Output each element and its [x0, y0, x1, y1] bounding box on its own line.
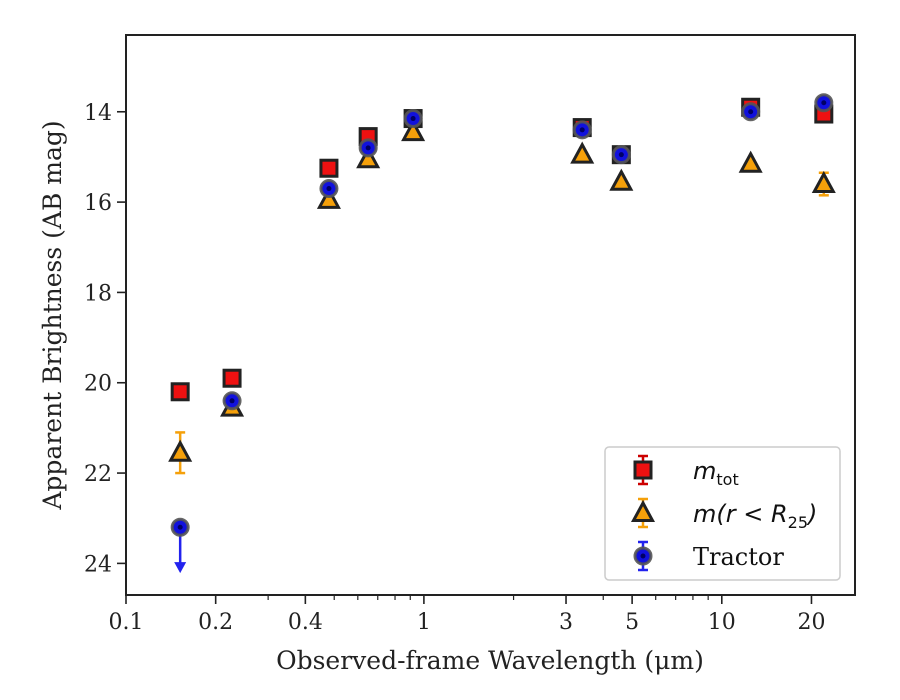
legend: mtot m(r < R25) Tractor [604, 446, 841, 581]
mr25-point [811, 170, 836, 194]
tractor-point-center [821, 100, 827, 106]
tractor-point-center [229, 398, 235, 404]
legend-label-mr25: m(r < R25) [693, 500, 817, 532]
x-tick-label: 3 [559, 610, 573, 635]
axes-frame [125, 34, 856, 596]
y-tick-label: 20 [84, 372, 112, 397]
tractor-point-center [326, 186, 332, 192]
mr25-point [168, 439, 193, 462]
tractor-point-center [365, 145, 371, 151]
series-mr25 [168, 118, 836, 475]
tractor-point-center [618, 152, 624, 158]
x-tick-label: 0.1 [109, 610, 144, 635]
x-tick-label: 0.2 [198, 610, 233, 635]
y-axis-label: Apparent Brightness (AB mag) [38, 120, 67, 510]
tractor-point-center [579, 127, 585, 133]
legend-marker-center [640, 553, 646, 559]
mr25-point [570, 141, 595, 164]
upper-limit-arrowhead [174, 562, 187, 574]
x-axis-ticks: 0.1 0.2 0.4 1 3 5 10 20 [109, 595, 825, 635]
y-tick-label: 16 [84, 191, 112, 216]
legend-box [604, 446, 841, 581]
mr25-point [316, 186, 341, 209]
mtot-point [319, 158, 339, 178]
x-tick-label: 1 [417, 610, 431, 635]
legend-label-mtot: mtot [693, 457, 739, 489]
x-tick-label: 10 [708, 610, 736, 635]
x-axis-label: Observed-frame Wavelength (μm) [276, 646, 704, 675]
y-tick-label: 18 [84, 281, 112, 306]
y-axis-ticks: 14 16 18 20 22 24 [84, 101, 126, 577]
tractor-point-center [410, 116, 416, 122]
mr25-point [609, 168, 634, 191]
plot-content [168, 93, 836, 574]
mtot-point [222, 368, 242, 388]
tractor-point-center [748, 109, 754, 115]
y-tick-label: 24 [84, 552, 112, 577]
x-tick-label: 5 [625, 610, 639, 635]
legend-marker-mr25 [630, 499, 656, 522]
x-tick-label: 0.4 [288, 610, 323, 635]
y-tick-label: 22 [84, 462, 112, 487]
x-tick-label: 20 [797, 610, 825, 635]
tractor-point-center [177, 524, 183, 530]
mr25-point [356, 146, 381, 169]
y-tick-label: 14 [84, 101, 112, 126]
legend-marker-mtot [633, 460, 653, 480]
plot-frame [125, 34, 856, 596]
series-tractor [170, 93, 834, 574]
mr25-point [738, 150, 763, 173]
legend-label-tractor: Tractor [693, 543, 784, 571]
mtot-point [170, 382, 190, 402]
mr25-point [401, 118, 426, 142]
